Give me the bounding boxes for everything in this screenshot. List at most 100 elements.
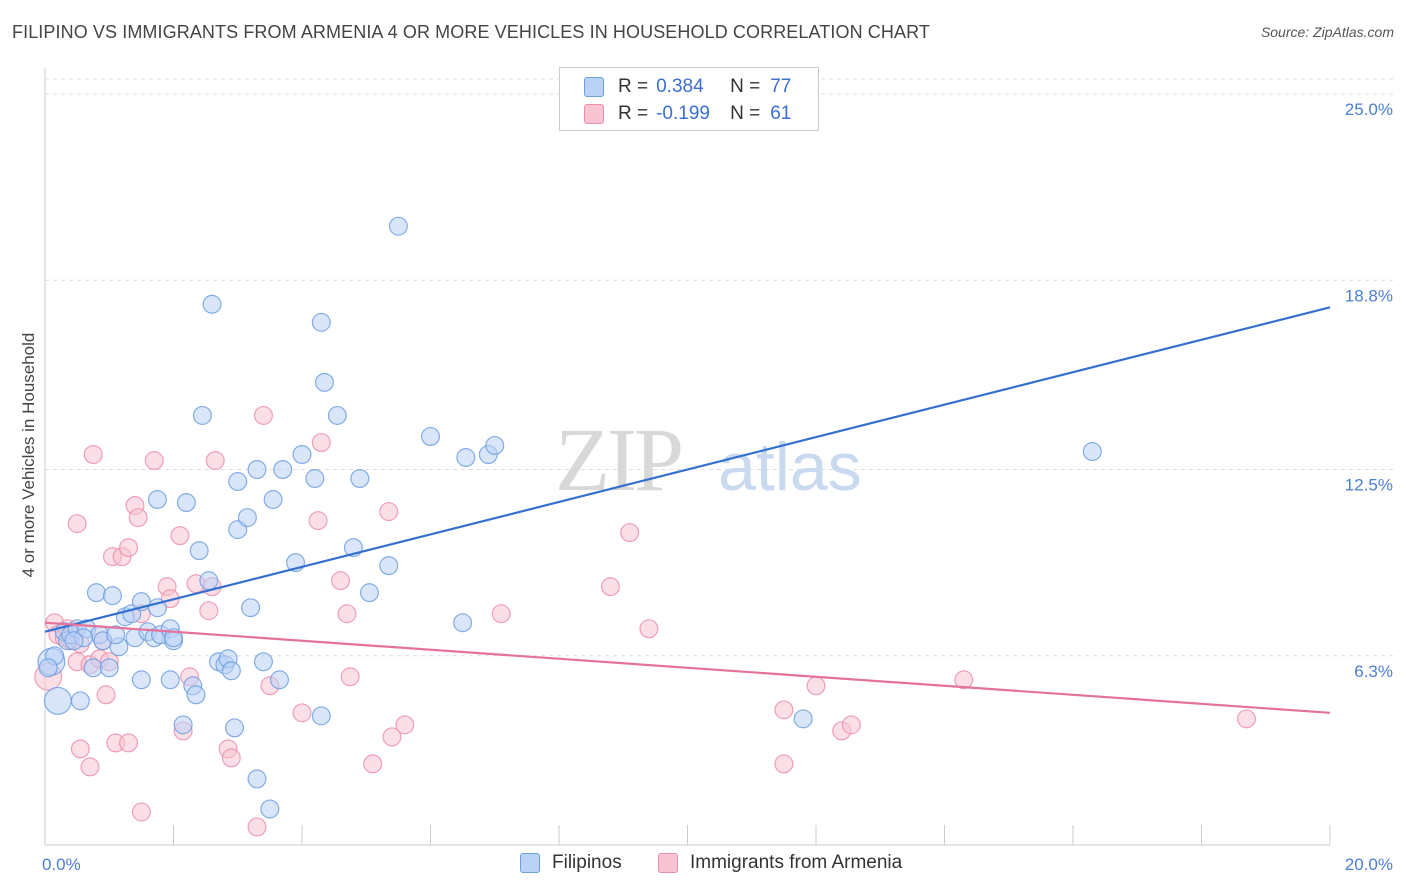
filipinos-point bbox=[388, 216, 408, 236]
filipinos-point bbox=[38, 658, 58, 678]
filipinos-point bbox=[270, 670, 290, 690]
filipinos-point bbox=[305, 469, 325, 489]
filipinos-point bbox=[164, 628, 184, 648]
armenia-point bbox=[247, 817, 267, 837]
x-tick-label: 20.0% bbox=[1345, 855, 1393, 874]
filipinos-point bbox=[221, 661, 241, 681]
filipinos-point bbox=[273, 460, 293, 480]
filipinos-point bbox=[314, 372, 334, 392]
pink-swatch bbox=[658, 853, 678, 873]
filipinos-point bbox=[260, 799, 280, 819]
filipinos-point bbox=[237, 508, 257, 528]
armenia-point bbox=[199, 601, 219, 621]
armenia-point bbox=[205, 451, 225, 471]
armenia-point bbox=[639, 619, 659, 639]
armenia-point bbox=[600, 577, 620, 597]
armenia-point bbox=[841, 715, 861, 735]
legend-n-value: 77 bbox=[770, 76, 792, 97]
filipinos-point bbox=[311, 312, 331, 332]
filipinos-point bbox=[327, 405, 347, 425]
filipinos-point bbox=[421, 426, 441, 446]
y-tick-label: 18.8% bbox=[1345, 286, 1393, 305]
chart-title: FILIPINO VS IMMIGRANTS FROM ARMENIA 4 OR… bbox=[12, 22, 930, 42]
filipinos-point bbox=[131, 670, 151, 690]
armenia-point bbox=[96, 685, 116, 705]
filipinos-point bbox=[199, 571, 219, 591]
legend-n-value: 61 bbox=[770, 103, 792, 124]
armenia-point bbox=[382, 727, 402, 747]
armenia-point bbox=[253, 405, 273, 425]
armenia-point bbox=[363, 754, 383, 774]
filipinos-point bbox=[241, 598, 261, 618]
filipinos-point bbox=[456, 448, 476, 468]
legend-r-value: 0.384 bbox=[656, 76, 704, 97]
watermark: ZIP atlas bbox=[555, 411, 862, 510]
armenia-point bbox=[806, 676, 826, 696]
filipinos-point bbox=[192, 405, 212, 425]
armenia-point bbox=[144, 451, 164, 471]
legend-item-filipinos[interactable]: Filipinos bbox=[520, 852, 622, 874]
legend-row-filipinos: R = 0.384 N = 77 bbox=[584, 74, 791, 100]
armenia-point bbox=[331, 571, 351, 591]
armenia-point bbox=[128, 508, 148, 528]
filipinos-point bbox=[247, 460, 267, 480]
armenia-point bbox=[1236, 709, 1256, 729]
y-tick-label: 12.5% bbox=[1345, 476, 1393, 495]
armenia-point bbox=[379, 502, 399, 522]
armenia-point bbox=[340, 667, 360, 687]
filipinos-point bbox=[173, 715, 193, 735]
legend-n-label: N = bbox=[730, 76, 761, 97]
armenia-point bbox=[774, 754, 794, 774]
filipinos-point bbox=[311, 706, 331, 726]
armenia-point bbox=[80, 757, 100, 777]
y-tick-label: 25.0% bbox=[1345, 100, 1393, 119]
legend-item-armenia[interactable]: Immigrants from Armenia bbox=[658, 852, 902, 874]
armenia-point bbox=[774, 700, 794, 720]
armenia-point bbox=[337, 604, 357, 624]
filipinos-point bbox=[176, 493, 196, 513]
armenia-point bbox=[67, 514, 87, 534]
legend-r-label: R = bbox=[618, 103, 649, 124]
armenia-point bbox=[620, 523, 640, 543]
armenia-point bbox=[119, 538, 139, 558]
grid-layer bbox=[45, 78, 1395, 657]
armenia-point bbox=[308, 511, 328, 531]
armenia-point bbox=[119, 733, 139, 753]
blue-swatch bbox=[520, 853, 540, 873]
filipinos-point bbox=[106, 625, 126, 645]
filipinos-point bbox=[147, 490, 167, 510]
pink-swatch bbox=[584, 104, 604, 124]
filipinos-point bbox=[64, 631, 84, 651]
filipinos-point bbox=[160, 670, 180, 690]
filipinos-point bbox=[102, 586, 122, 606]
filipinos-point bbox=[83, 658, 103, 678]
axis-layer bbox=[44, 68, 1331, 846]
legend-r-label: R = bbox=[618, 76, 649, 97]
filipinos-point bbox=[99, 658, 119, 678]
filipinos-point bbox=[263, 490, 283, 510]
armenia-point bbox=[395, 715, 415, 735]
series-filipinos-points bbox=[37, 216, 1102, 819]
armenia-point bbox=[221, 748, 241, 768]
filipinos-point bbox=[453, 613, 473, 633]
y-axis-label: 4 or more Vehicles in Household bbox=[19, 333, 38, 578]
legend-row-armenia: R = -0.199 N = 61 bbox=[584, 101, 791, 127]
armenia-point bbox=[311, 432, 331, 452]
filipinos-point bbox=[1082, 441, 1102, 461]
legend-label-armenia: Immigrants from Armenia bbox=[690, 852, 903, 873]
armenia-point bbox=[131, 802, 151, 822]
armenia-point bbox=[83, 444, 103, 464]
armenia-trend-line bbox=[44, 621, 1331, 714]
series-legend: Filipinos Immigrants from Armenia bbox=[0, 852, 1406, 876]
armenia-point bbox=[954, 670, 974, 690]
watermark-zip: ZIP bbox=[555, 411, 681, 510]
filipinos-point bbox=[228, 472, 248, 492]
filipinos-point bbox=[70, 691, 90, 711]
filipinos-point bbox=[253, 652, 273, 672]
armenia-point bbox=[491, 604, 511, 624]
filipinos-point bbox=[359, 583, 379, 603]
filipinos-point bbox=[485, 435, 505, 455]
y-tick-label: 6.3% bbox=[1354, 662, 1393, 681]
filipinos-point bbox=[247, 769, 267, 789]
